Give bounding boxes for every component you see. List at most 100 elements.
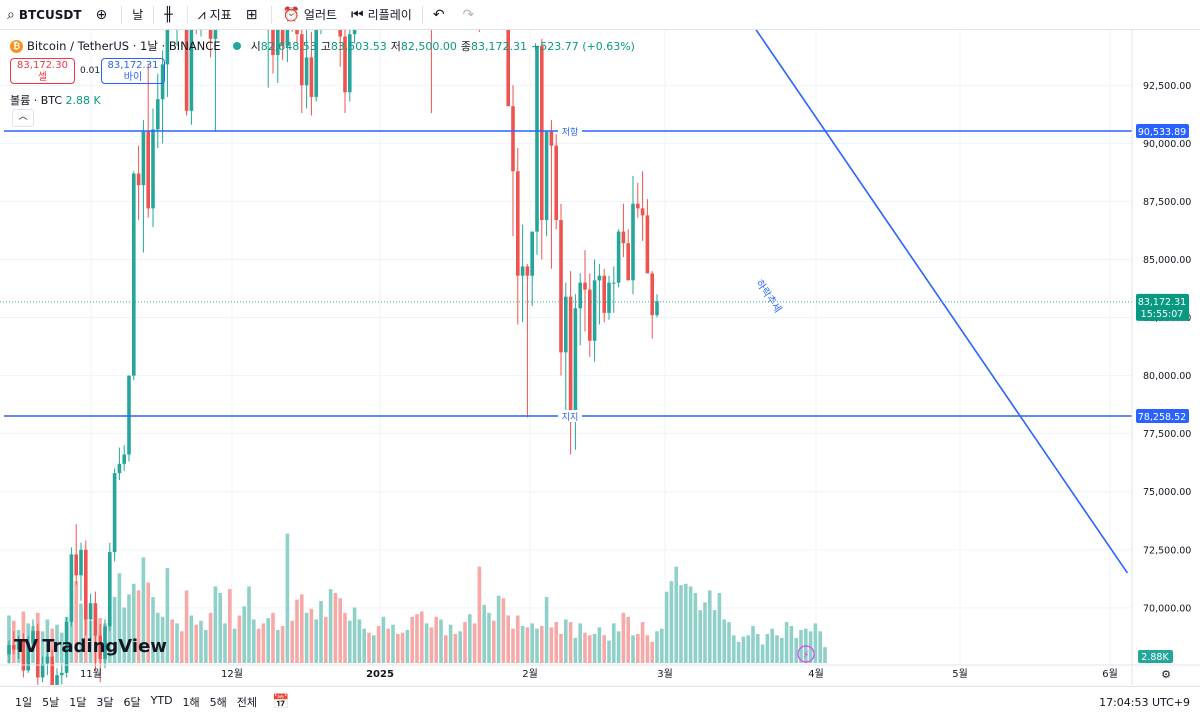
volume-bar (420, 611, 424, 663)
range-button[interactable]: 3달 (96, 695, 114, 709)
candle-body (607, 282, 611, 313)
watermark-text: TradingView (42, 636, 167, 657)
compare-button[interactable]: ⊕ (89, 0, 119, 29)
candle-body (564, 296, 568, 353)
price-tick-label: 80,000.00 (1143, 371, 1191, 382)
candle-body (213, 30, 218, 39)
grid-icon: ⊞ (245, 6, 258, 23)
chart-type-button[interactable]: ╫ (157, 0, 183, 29)
redo-button[interactable]: ↷ (456, 0, 486, 29)
sell-label: 셀 (37, 72, 48, 83)
volume-bar (588, 635, 592, 663)
price-tick-label: 90,000.00 (1143, 139, 1191, 150)
candle-body (117, 463, 122, 474)
candle-body (645, 215, 650, 274)
volume-bar (813, 623, 818, 663)
volume-bar (684, 583, 688, 663)
replay-button[interactable]: ⏮ 리플레이 (344, 0, 419, 29)
alert-button[interactable]: ⏰ 얼러트 (275, 0, 344, 29)
candle-body (280, 30, 285, 46)
range-button[interactable]: 1달 (69, 695, 87, 709)
redo-icon: ↷ (462, 6, 475, 23)
candle-body (602, 275, 606, 313)
volume-bar (40, 631, 45, 663)
bottom-toolbar: 1일 5날 1달 3달 6달 YTD 1해 5해 전체 📅 17:04:53 UTC+9 (0, 686, 1200, 716)
volume-bar (415, 614, 419, 663)
volume-bar (626, 616, 630, 663)
candle-body (21, 640, 26, 671)
time-tick-label: 2월 (522, 668, 538, 680)
volume-bar (525, 627, 530, 663)
volume-bar (607, 640, 611, 663)
candle-body (573, 308, 578, 411)
volume-bar (573, 637, 578, 663)
candle-body (151, 129, 155, 209)
collapse-button[interactable]: ︿ (12, 109, 34, 127)
volume-bar (338, 598, 342, 663)
divider (186, 5, 188, 24)
volume-bar (439, 619, 443, 663)
range-button[interactable]: 1해 (182, 695, 200, 709)
symbol-search[interactable]: ⌕ BTCUSDT (0, 0, 89, 29)
volume-bar (170, 619, 174, 663)
volume-bar (530, 623, 534, 663)
volume-bar (650, 641, 654, 663)
candle-body (132, 173, 136, 376)
undo-button[interactable]: ↶ (426, 0, 456, 29)
volume-bar (314, 619, 318, 663)
price-label: 78,258.52 (1138, 412, 1186, 423)
range-button[interactable]: YTD (150, 693, 173, 707)
candle-body (544, 131, 549, 220)
candle-body (559, 219, 563, 353)
candle-body (165, 30, 170, 65)
time-axis[interactable]: 11월 12월 2025 2월 3월 4월 5월 6월 ⚙ (0, 664, 1200, 681)
volume-bar (204, 630, 208, 663)
last-price-box (1136, 293, 1189, 321)
range-button[interactable]: 전체 (236, 695, 258, 709)
volume-bar (679, 585, 683, 663)
range-button[interactable]: 6달 (123, 695, 141, 709)
candle-body (568, 296, 573, 411)
candle-body (588, 289, 592, 341)
legend-open: 시82,648.53 (251, 38, 317, 54)
candle-body (285, 30, 290, 46)
templates-button[interactable]: ⊞ (239, 0, 269, 29)
volume-bar (213, 586, 218, 663)
range-button[interactable]: 5날 (42, 695, 60, 709)
candle-body (352, 30, 357, 35)
volume-bar (237, 615, 242, 663)
candle-body (7, 644, 11, 655)
volume-bar (511, 628, 515, 663)
volume-bar (252, 619, 256, 663)
indicators-button[interactable]: ⩘ 지표 (191, 0, 239, 29)
market-status-icon (232, 42, 241, 50)
range-button[interactable]: 1일 (15, 695, 33, 709)
candle-body (650, 273, 654, 316)
volume-bar (818, 631, 822, 663)
volume-bar (621, 612, 626, 663)
sell-price: 83,172.30 (17, 60, 68, 71)
volume-bar (189, 615, 194, 663)
volume-bar (746, 635, 750, 663)
symbol-legend: ₿ Bitcoin / TetherUS · 1날 · BINANCE 시82,… (10, 38, 635, 54)
candle-body (79, 549, 83, 576)
candle-body (112, 473, 117, 553)
volume-bar (108, 616, 112, 663)
range-button[interactable]: 5해 (209, 695, 227, 709)
volume-bar (242, 606, 246, 663)
price-axis[interactable]: 90,533.89 78,258.52 70,000.00 72,500.00 75,0… (1131, 30, 1191, 685)
divider (421, 5, 423, 24)
volume-bar (405, 630, 410, 663)
open-value: 82,648.53 (260, 40, 317, 53)
candle-body (141, 131, 146, 186)
buy-button[interactable]: 83,172.31 바이 (101, 58, 165, 84)
interval-button[interactable]: 날 (125, 0, 150, 29)
volume-bar (352, 607, 357, 663)
alarm-icon: ⏰ (282, 6, 300, 23)
volume-bar (717, 593, 722, 663)
price-label: 90,533.89 (1138, 127, 1186, 138)
volume-bar (669, 581, 674, 663)
calendar-icon[interactable]: 📅 (272, 693, 290, 710)
sell-button[interactable]: 83,172.30 셀 (10, 58, 75, 84)
